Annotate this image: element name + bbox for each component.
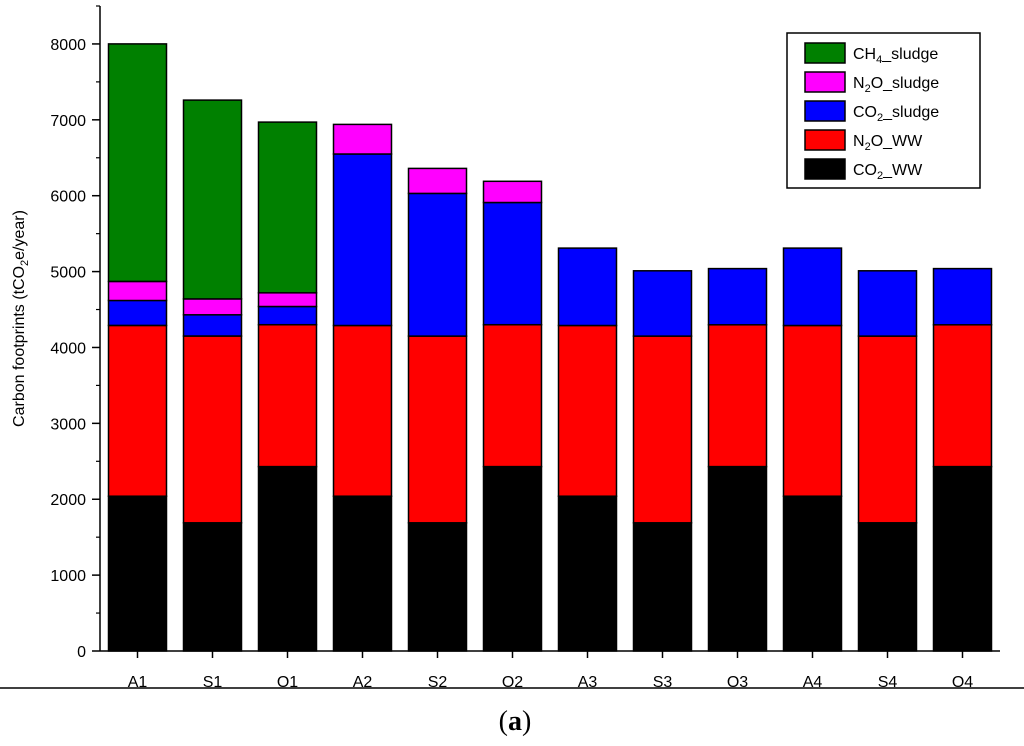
bar-O1-N2O_sludge [257,292,318,308]
x-tick-label-O3: O3 [727,674,748,691]
x-tick-label-O1: O1 [277,674,298,691]
bar-O1-CO2_sludge [257,305,318,326]
x-tick-label-S3: S3 [653,674,673,691]
bar-O2-N2O_sludge [482,180,543,204]
bars-layer [107,43,993,652]
bar-O2-CO2_WW [482,465,543,652]
bar-O1-CH4_sludge [257,121,318,294]
bar-S3-CO2_sludge [632,270,693,337]
bar-A1-N2O_WW [107,324,168,497]
bar-A1-CH4_sludge [107,43,168,283]
x-tick-label-S4: S4 [878,674,898,691]
bar-O3-N2O_WW [707,323,768,468]
y-tick-label-4000: 4000 [50,340,86,357]
x-tick-label-A1: A1 [128,674,148,691]
bar-A1-CO2_sludge [107,299,168,327]
bar-A1-CO2_WW [107,495,168,652]
y-tick-label-8000: 8000 [50,37,86,54]
x-tick-label-A3: A3 [578,674,598,691]
bar-S3-N2O_WW [632,335,693,524]
bar-O4-N2O_WW [932,323,993,468]
bar-A2-CO2_WW [332,495,393,652]
bar-A2-N2O_sludge [332,123,393,155]
bar-S2-CO2_WW [407,522,468,652]
y-tick-label-5000: 5000 [50,265,86,282]
y-tick-label-0: 0 [77,644,86,661]
bar-S1-CO2_sludge [182,314,243,337]
bar-O2-N2O_WW [482,323,543,468]
legend-swatch-CO2_WW [804,158,846,180]
panel-label: (a) [499,706,532,737]
bar-S2-N2O_WW [407,335,468,524]
bar-A4-N2O_WW [782,324,843,497]
bar-O3-CO2_WW [707,465,768,652]
bar-S1-CO2_WW [182,522,243,652]
x-tick-label-S2: S2 [428,674,448,691]
y-tick-label-1000: 1000 [50,568,86,585]
bar-S2-CO2_sludge [407,192,468,337]
bar-O4-CO2_WW [932,465,993,652]
bar-A4-CO2_sludge [782,247,843,327]
bar-S1-CH4_sludge [182,99,243,300]
bar-O4-CO2_sludge [932,267,993,326]
bar-A4-CO2_WW [782,495,843,652]
x-tick-label-O4: O4 [952,674,973,691]
y-tick-label-2000: 2000 [50,492,86,509]
x-tick-label-O2: O2 [502,674,523,691]
y-tick-label-6000: 6000 [50,189,86,206]
legend-label-CO2_WW: CO2_WW [853,162,923,182]
bar-S4-N2O_WW [857,335,918,524]
bar-O1-CO2_WW [257,465,318,652]
bar-A3-CO2_sludge [557,247,618,327]
bar-O1-N2O_WW [257,323,318,468]
x-tick-label-S1: S1 [203,674,223,691]
legend-label-CO2_sludge: CO2_sludge [853,104,939,124]
legend-label-N2O_WW: N2O_WW [853,133,923,153]
bar-A1-N2O_sludge [107,280,168,302]
bar-O3-CO2_sludge [707,267,768,326]
bar-S3-CO2_WW [632,522,693,652]
bar-S4-CO2_sludge [857,270,918,337]
y-axis-title: Carbon footprints (tCO2e/year) [11,210,31,427]
legend-swatch-CH4_sludge [804,42,846,64]
y-axis-title-text: Carbon footprints (tCO2e/year) [11,210,31,427]
bar-S1-N2O_sludge [182,298,243,316]
bar-S4-CO2_WW [857,522,918,652]
legend: CH4_sludge N2O_sludge CO2_sludge N2O_WW CO2_… [786,32,981,189]
y-tick-label-3000: 3000 [50,416,86,433]
legend-label-N2O_sludge: N2O_sludge [853,75,939,95]
legend-label-CH4_sludge: CH4_sludge [853,46,938,66]
y-tick-label-7000: 7000 [50,113,86,130]
legend-swatch-N2O_sludge [804,71,846,93]
legend-swatch-CO2_sludge [804,100,846,122]
axes-layer: A1 S1 O1 A2 S2 O2 A3 S3 O3 A4 S4 O4 0 1000 2000 3000 400… [50,5,1000,691]
bar-A2-N2O_WW [332,324,393,497]
x-tick-label-A2: A2 [353,674,373,691]
bar-O2-CO2_sludge [482,201,543,326]
bar-A3-CO2_WW [557,495,618,652]
legend-swatch-N2O_WW [804,129,846,151]
x-tick-label-A4: A4 [803,674,823,691]
bar-A2-CO2_sludge [332,153,393,327]
bar-S2-N2O_sludge [407,167,468,195]
bar-S1-N2O_WW [182,335,243,524]
bar-A3-N2O_WW [557,324,618,497]
